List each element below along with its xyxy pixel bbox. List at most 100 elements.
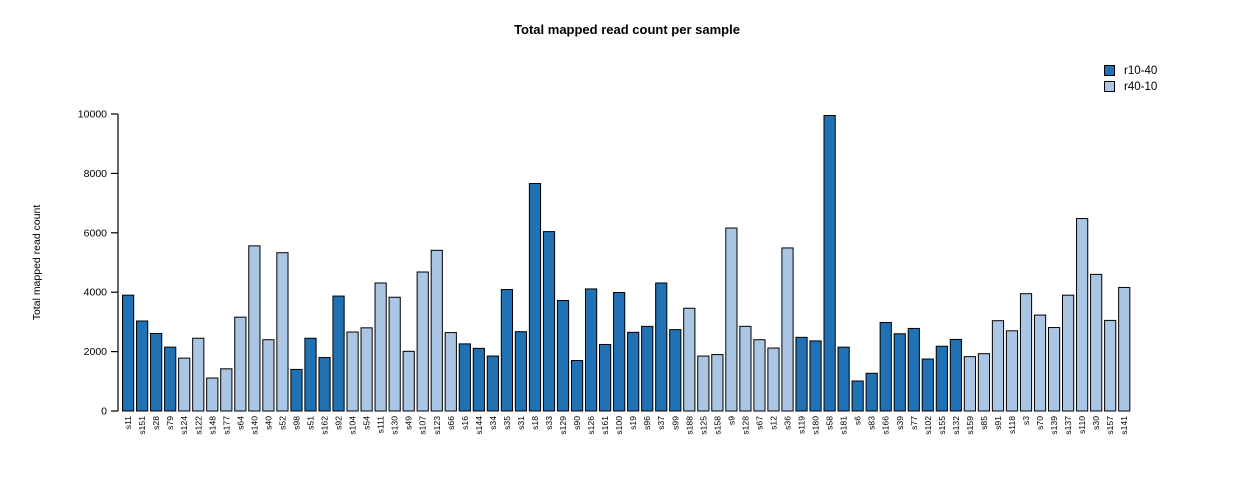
bar-s162 [318, 357, 331, 412]
bar-s140 [248, 245, 261, 412]
x-tick-label: s126 [586, 416, 596, 435]
x-tick-label: s130 [390, 416, 400, 435]
x-tick-label: s92 [334, 416, 344, 430]
bar-s159 [963, 356, 976, 412]
x-tick-label: s129 [558, 416, 568, 435]
x-tick-label: s157 [1105, 416, 1115, 435]
bar-s34 [486, 355, 499, 412]
bar-s157 [1104, 319, 1117, 412]
x-tick-label: s119 [797, 416, 807, 434]
bar-s67 [753, 339, 766, 412]
bar-s111 [374, 282, 387, 412]
x-tick-label: s51 [305, 416, 315, 430]
x-tick-label: s180 [811, 416, 821, 435]
x-tick-label: s158 [712, 416, 722, 435]
x-tick-label: s128 [740, 416, 750, 435]
legend-label-r40-10: r40-10 [1124, 80, 1158, 93]
x-tick-label: s58 [825, 416, 835, 430]
chart-title: Total mapped read count per sample [514, 22, 740, 37]
x-tick-label: s6 [853, 416, 863, 425]
y-tick-label: 8000 [84, 168, 108, 180]
bar-s58 [823, 114, 836, 412]
x-tick-label: s31 [516, 416, 526, 430]
bar-s137 [1062, 294, 1075, 412]
x-tick-label: s111 [376, 416, 386, 434]
bar-s158 [711, 354, 724, 412]
x-tick-label: s52 [277, 416, 287, 430]
x-tick-label: s137 [1063, 416, 1073, 435]
bar-s161 [599, 343, 612, 412]
bar-s92 [332, 295, 345, 412]
x-tick-label: s124 [179, 416, 189, 435]
bar-s132 [949, 338, 962, 412]
x-tick-label: s77 [909, 416, 919, 430]
y-tick-label: 2000 [84, 346, 108, 358]
bar-s123 [430, 249, 443, 412]
x-tick-label: s99 [670, 416, 680, 430]
bar-s35 [500, 289, 514, 412]
bar-s30 [1090, 273, 1103, 412]
y-tick-label: 0 [101, 406, 107, 418]
bar-s139 [1047, 327, 1061, 412]
bar-s19 [627, 331, 640, 412]
bar-s96 [641, 325, 654, 412]
x-tick-label: s159 [965, 416, 975, 435]
bar-s6 [851, 380, 864, 412]
bar-s102 [921, 358, 934, 412]
x-tick-label: s3 [1021, 416, 1031, 425]
x-tick-label: s36 [783, 416, 793, 430]
bar-s9 [725, 227, 738, 412]
bar-s148 [206, 377, 219, 412]
x-tick-label: s79 [165, 416, 175, 430]
bar-s39 [893, 333, 906, 412]
y-tick-label: 4000 [84, 287, 108, 299]
bar-s18 [528, 182, 542, 412]
bar-s90 [570, 360, 584, 412]
bar-s129 [556, 300, 570, 412]
legend-item-r10-40: r10-40 [1104, 64, 1157, 77]
bar-s33 [542, 231, 556, 412]
x-tick-label: s83 [867, 416, 877, 430]
x-tick-label: s34 [488, 416, 498, 430]
bar-s91 [991, 320, 1005, 412]
legend: r10-40 r40-10 [1104, 64, 1157, 93]
x-tick-label: s118 [1007, 416, 1017, 434]
bar-s188 [683, 307, 696, 412]
x-tick-label: s161 [600, 416, 610, 435]
x-tick-label: s188 [684, 416, 694, 435]
bar-s180 [809, 340, 822, 412]
x-tick-label: s122 [193, 416, 203, 435]
bar-s126 [584, 288, 598, 412]
x-tick-label: s123 [432, 416, 442, 435]
x-tick-label: s96 [642, 416, 652, 430]
bar-s104 [346, 331, 359, 412]
bar-s64 [234, 316, 247, 412]
y-tick-label: 10000 [78, 109, 107, 121]
bar-s37 [655, 282, 668, 412]
x-tick-label: s85 [979, 416, 989, 430]
bar-s122 [192, 337, 205, 412]
x-tick-label: s12 [768, 416, 778, 430]
bar-s66 [444, 332, 457, 412]
bar-s85 [977, 353, 991, 412]
y-axis-title: Total mapped read count [31, 205, 43, 321]
bar-s70 [1033, 314, 1047, 412]
x-tick-label: s148 [207, 416, 217, 435]
bar-s99 [669, 329, 682, 412]
bar-s128 [739, 325, 752, 412]
x-tick-label: s151 [137, 416, 147, 435]
x-tick-label: s28 [151, 416, 161, 430]
x-tick-label: s162 [320, 416, 330, 435]
bar-s11 [122, 294, 135, 412]
x-tick-label: s37 [656, 416, 666, 430]
bar-s155 [935, 345, 948, 412]
x-tick-label: s91 [993, 416, 1003, 430]
bar-s177 [220, 368, 233, 412]
bar-s52 [276, 252, 289, 412]
bar-s51 [304, 337, 317, 412]
x-tick-label: s67 [754, 416, 764, 430]
x-tick-label: s30 [1091, 416, 1101, 430]
y-tick-label: 6000 [84, 227, 108, 239]
bar-s40 [262, 339, 275, 412]
